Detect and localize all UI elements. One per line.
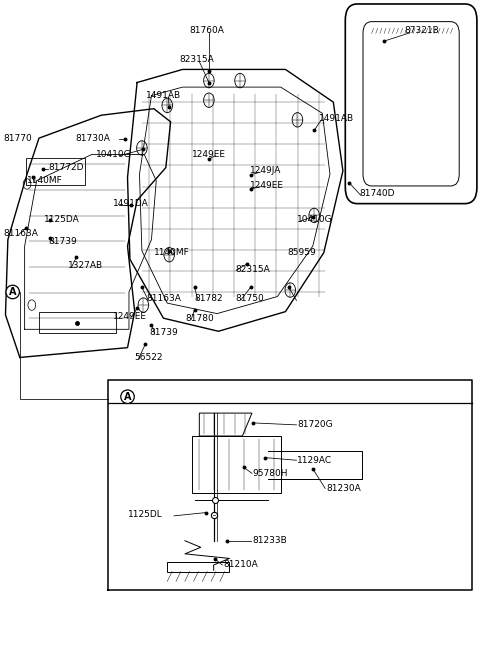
Text: 1140MF: 1140MF xyxy=(154,248,190,257)
Bar xyxy=(25,158,85,185)
Text: 81210A: 81210A xyxy=(223,560,258,569)
Text: 81772D: 81772D xyxy=(48,163,84,172)
Text: 1249EE: 1249EE xyxy=(192,150,226,159)
Text: 82315A: 82315A xyxy=(180,55,214,64)
Text: 1249EE: 1249EE xyxy=(113,312,147,321)
Text: 10410G: 10410G xyxy=(96,150,132,159)
Text: 1491AB: 1491AB xyxy=(146,91,181,100)
Text: 56522: 56522 xyxy=(135,353,163,362)
Text: 81230A: 81230A xyxy=(326,484,361,493)
Text: 1249EE: 1249EE xyxy=(250,181,284,190)
Text: 81740D: 81740D xyxy=(360,190,395,198)
Text: 81750: 81750 xyxy=(235,294,264,303)
Text: 85959: 85959 xyxy=(288,248,317,257)
Text: 10410G: 10410G xyxy=(298,215,333,224)
Text: 81739: 81739 xyxy=(149,328,178,337)
Text: 1125DA: 1125DA xyxy=(44,215,80,224)
Text: 1140MF: 1140MF xyxy=(27,176,63,184)
Text: A: A xyxy=(124,392,131,401)
Text: 95780H: 95780H xyxy=(252,469,288,478)
Text: 87321B: 87321B xyxy=(405,26,439,35)
Text: 1249JA: 1249JA xyxy=(250,167,281,175)
Text: 81782: 81782 xyxy=(194,294,223,303)
Text: 1491AB: 1491AB xyxy=(319,114,354,123)
Text: 81233B: 81233B xyxy=(252,536,287,545)
Text: 1327AB: 1327AB xyxy=(68,261,103,270)
Text: 81730A: 81730A xyxy=(75,134,110,142)
Text: 81770: 81770 xyxy=(3,134,32,142)
Text: 81163A: 81163A xyxy=(147,294,181,303)
Text: 81163A: 81163A xyxy=(3,228,38,237)
Text: 1129AC: 1129AC xyxy=(298,456,333,464)
Text: A: A xyxy=(9,287,16,297)
Text: 81720G: 81720G xyxy=(298,420,333,430)
Text: 81760A: 81760A xyxy=(189,26,224,35)
Text: 1125DL: 1125DL xyxy=(128,510,162,519)
Text: 82315A: 82315A xyxy=(235,264,270,274)
Text: 1491DA: 1491DA xyxy=(113,199,149,208)
Text: 81780: 81780 xyxy=(185,314,214,323)
Text: 81739: 81739 xyxy=(48,237,77,246)
